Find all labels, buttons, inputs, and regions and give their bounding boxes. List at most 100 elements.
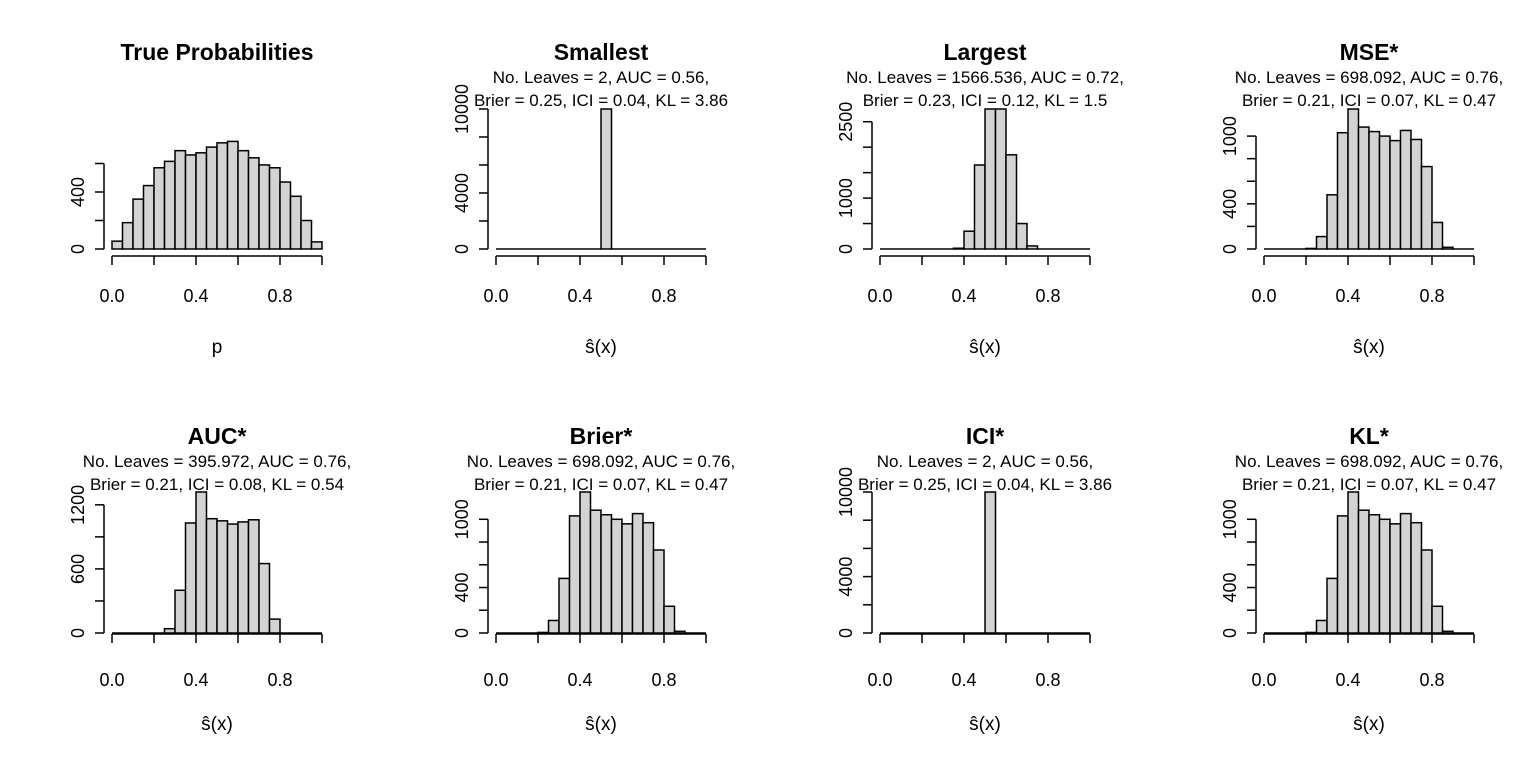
- histogram-bar: [1420, 165, 1433, 250]
- histogram-bar: [226, 523, 239, 634]
- histogram-bar: [237, 149, 250, 250]
- panel-title: MSE*: [1340, 39, 1399, 65]
- histogram-bar: [1305, 631, 1318, 634]
- histogram-bar: [600, 513, 613, 634]
- panel-subtitle-line: Brier = 0.21, ICI = 0.07, KL = 0.47: [1242, 475, 1496, 494]
- histogram-bar: [589, 509, 602, 634]
- histogram-bar: [184, 522, 197, 634]
- y-tick-label: 4000: [836, 557, 856, 597]
- histogram-panel: ICI* No. Leaves = 2, AUC = 0.56, Brier = 0…: [836, 423, 1112, 735]
- histogram-bar: [216, 142, 229, 250]
- panel-subtitle-line: Brier = 0.25, ICI = 0.04, KL = 3.86: [474, 91, 728, 110]
- x-tick-label: 0.8: [651, 286, 676, 306]
- histogram-bar: [547, 619, 560, 634]
- histogram-bar: [1389, 523, 1402, 634]
- histogram-bar: [1347, 108, 1360, 250]
- histogram-bar: [1368, 130, 1381, 250]
- histogram-bar: [537, 631, 550, 634]
- x-tick-label: 0.8: [1419, 670, 1444, 690]
- y-tick-label: 0: [836, 628, 856, 638]
- histogram-bar: [963, 230, 976, 250]
- histogram-bar: [642, 521, 655, 634]
- histogram-bar: [1005, 154, 1018, 250]
- x-axis-title: ŝ(x): [969, 337, 1001, 358]
- histogram-panel: Brier* No. Leaves = 698.092, AUC = 0.76, B…: [452, 423, 735, 735]
- y-tick-label: 4000: [452, 173, 472, 213]
- panel-title: Largest: [943, 39, 1026, 65]
- y-tick-label: 1000: [1220, 116, 1240, 156]
- x-tick-label: 0.0: [99, 286, 124, 306]
- x-tick-label: 0.8: [1035, 286, 1060, 306]
- x-tick-label: 0.0: [867, 670, 892, 690]
- x-tick-label: 0.8: [267, 670, 292, 690]
- x-tick-label: 0.8: [1419, 286, 1444, 306]
- histogram-bar: [621, 523, 634, 634]
- histogram-bar: [973, 164, 986, 250]
- histogram-bar: [558, 577, 571, 634]
- histogram-bar: [247, 157, 260, 250]
- panel-subtitle-line: Brier = 0.21, ICI = 0.07, KL = 0.47: [474, 475, 728, 494]
- histogram-panel: AUC* No. Leaves = 395.972, AUC = 0.76, Bri…: [68, 423, 351, 735]
- y-tick-label: 400: [1220, 572, 1240, 602]
- y-tick-label: 1000: [836, 178, 856, 218]
- histogram-bar: [216, 520, 229, 634]
- histogram-bar: [1315, 619, 1328, 634]
- y-tick-label: 0: [1220, 628, 1240, 638]
- histogram-panel: KL* No. Leaves = 698.092, AUC = 0.76, Brie…: [1220, 423, 1503, 735]
- histogram-bar: [205, 146, 218, 250]
- x-tick-label: 0.0: [1251, 286, 1276, 306]
- histogram-bar: [247, 519, 260, 634]
- histogram-bar: [1410, 521, 1423, 634]
- x-tick-label: 0.4: [951, 670, 976, 690]
- x-axis-title: p: [212, 337, 223, 358]
- histogram-bar: [631, 512, 644, 634]
- panel-title: Smallest: [554, 39, 649, 65]
- panel-title: KL*: [1349, 423, 1389, 449]
- histogram-bar: [984, 491, 997, 634]
- y-tick-label: 2500: [836, 102, 856, 142]
- histogram-panel: True Probabilities 0.0 0.4 0.8 p 0 400: [68, 39, 323, 358]
- histogram-bar: [994, 108, 1007, 250]
- x-axis-title: ŝ(x): [585, 714, 617, 735]
- histogram-panel: Smallest No. Leaves = 2, AUC = 0.56, Brier…: [452, 39, 728, 358]
- panel-title: Brier*: [570, 423, 633, 449]
- panel-subtitle-line: Brier = 0.23, ICI = 0.12, KL = 1.5: [863, 91, 1108, 110]
- histogram-bar: [153, 167, 166, 250]
- histogram-bar: [1336, 515, 1349, 634]
- histogram-bar: [652, 549, 665, 634]
- x-tick-label: 0.0: [1251, 670, 1276, 690]
- x-tick-label: 0.0: [99, 670, 124, 690]
- histogram-bar: [1410, 138, 1423, 250]
- y-tick-label: 1000: [1220, 499, 1240, 539]
- histogram-bar: [579, 491, 592, 634]
- histogram-bar: [1399, 129, 1412, 250]
- x-axis-title: ŝ(x): [585, 337, 617, 358]
- x-tick-label: 0.4: [567, 670, 592, 690]
- histogram-bar: [174, 589, 187, 634]
- histogram-bar: [1357, 509, 1370, 634]
- histogram-bar: [1441, 246, 1454, 250]
- panel-subtitle-line: No. Leaves = 1566.536, AUC = 0.72,: [846, 68, 1124, 87]
- histogram-bar: [1378, 135, 1391, 250]
- panel-title: AUC*: [188, 423, 247, 449]
- y-tick-label: 1000: [452, 499, 472, 539]
- histogram-bar: [279, 181, 292, 250]
- x-tick-label: 0.4: [183, 286, 208, 306]
- y-tick-label: 10000: [836, 467, 856, 517]
- histogram-bar: [1026, 245, 1039, 250]
- histogram-bar: [258, 164, 271, 250]
- histogram-bar: [1315, 235, 1328, 250]
- x-tick-label: 0.0: [867, 286, 892, 306]
- y-tick-label: 400: [1220, 189, 1240, 219]
- histogram-bar: [226, 140, 239, 250]
- x-tick-label: 0.0: [483, 286, 508, 306]
- y-tick-label: 400: [68, 177, 88, 207]
- x-tick-label: 0.4: [1335, 670, 1360, 690]
- histogram-bar: [132, 198, 145, 250]
- x-axis-title: ŝ(x): [201, 714, 233, 735]
- histogram-bar: [1431, 605, 1444, 634]
- histogram-bar: [1305, 247, 1318, 250]
- panel-subtitle-line: Brier = 0.21, ICI = 0.07, KL = 0.47: [1242, 91, 1496, 110]
- x-axis-title: ŝ(x): [969, 714, 1001, 735]
- panel-title: ICI*: [966, 423, 1004, 449]
